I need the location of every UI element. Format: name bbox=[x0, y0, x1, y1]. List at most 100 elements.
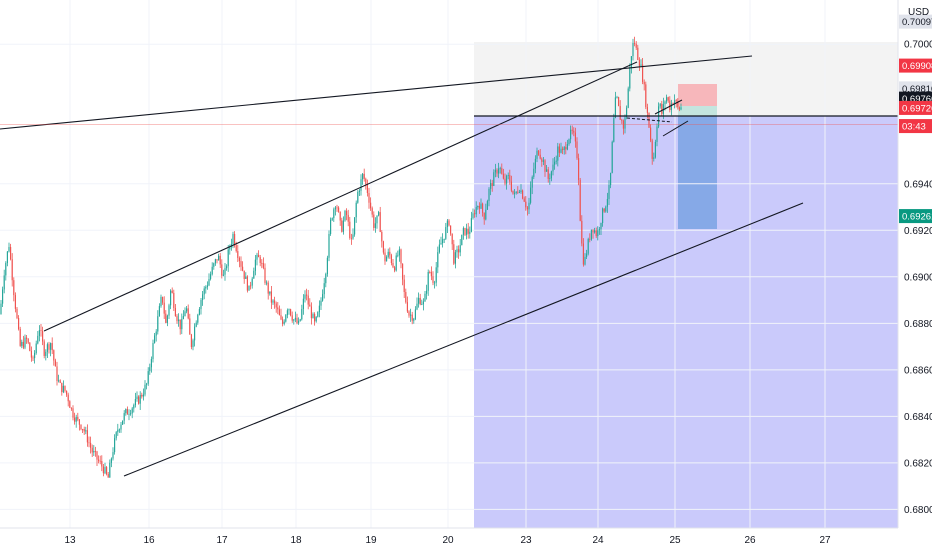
candle-body bbox=[504, 178, 506, 184]
candle-body bbox=[493, 172, 495, 186]
candle-body bbox=[659, 103, 661, 107]
candle-body bbox=[334, 207, 336, 210]
candle-body bbox=[208, 279, 210, 286]
candle-body bbox=[107, 474, 109, 478]
candle-body bbox=[317, 312, 319, 317]
candle-body bbox=[643, 81, 645, 85]
candle-body bbox=[446, 220, 448, 228]
time-axis-background bbox=[0, 528, 932, 550]
candle-body bbox=[419, 297, 421, 305]
candle-body bbox=[126, 409, 128, 415]
drawing-zones bbox=[474, 42, 898, 528]
candle-body bbox=[352, 234, 354, 239]
price-tag bbox=[899, 209, 932, 224]
candle-body bbox=[605, 206, 607, 212]
candle-body bbox=[579, 179, 581, 221]
trendline-drawings[interactable] bbox=[0, 55, 898, 477]
candle-body bbox=[442, 239, 444, 244]
candle-body bbox=[234, 233, 236, 246]
candle-body bbox=[624, 117, 626, 129]
candle-body bbox=[411, 314, 413, 321]
candle-body bbox=[306, 294, 308, 296]
candle-body bbox=[584, 256, 586, 265]
candle-body bbox=[514, 192, 516, 194]
candle-body bbox=[565, 147, 567, 150]
candle-body bbox=[546, 169, 548, 172]
candle-body bbox=[34, 352, 36, 359]
price-tag bbox=[899, 58, 932, 73]
candle-body bbox=[162, 296, 164, 303]
time-tick-label: 19 bbox=[365, 535, 377, 546]
candle-body bbox=[323, 283, 325, 295]
candle-body bbox=[314, 314, 316, 322]
candle-body bbox=[613, 118, 615, 142]
candle-body bbox=[38, 330, 40, 336]
candle-body bbox=[142, 394, 144, 397]
candle-body bbox=[312, 314, 314, 319]
candle-body bbox=[266, 282, 268, 284]
candle-body bbox=[387, 251, 389, 258]
candle-body bbox=[232, 233, 234, 244]
trendline-channel-upper bbox=[43, 61, 638, 332]
candle-body bbox=[146, 383, 148, 385]
candle-body bbox=[589, 238, 591, 240]
candle-body bbox=[677, 101, 679, 108]
take-profit-zone bbox=[678, 116, 717, 229]
candle-body bbox=[3, 275, 5, 290]
candle-body bbox=[26, 337, 28, 339]
candle-body bbox=[384, 252, 386, 262]
time-axis[interactable]: 13 16 17 18 19 20 23 24 25 26 27 bbox=[0, 527, 932, 550]
candle-body bbox=[86, 430, 88, 443]
candle-body bbox=[469, 231, 471, 234]
candle-body bbox=[653, 157, 655, 159]
candle-body bbox=[333, 209, 335, 219]
candle-body bbox=[163, 302, 165, 314]
time-tick-label: 18 bbox=[290, 535, 302, 546]
candle-body bbox=[530, 187, 532, 203]
candle-body bbox=[424, 293, 426, 302]
candle-body bbox=[264, 267, 266, 283]
candle-body bbox=[186, 308, 188, 312]
candle-body bbox=[566, 144, 568, 150]
candle-body bbox=[539, 154, 541, 159]
candle-body bbox=[173, 292, 175, 308]
candle-body bbox=[174, 307, 176, 317]
candle-body bbox=[402, 263, 404, 280]
candle-body bbox=[82, 429, 84, 430]
candle-body bbox=[216, 259, 218, 261]
candle-body bbox=[42, 330, 44, 342]
currency-label[interactable]: USD bbox=[908, 7, 929, 18]
candle-body bbox=[139, 395, 141, 404]
candle-body bbox=[533, 168, 535, 177]
candle-body bbox=[453, 244, 455, 264]
candle-body bbox=[378, 212, 380, 216]
candle-body bbox=[557, 146, 559, 161]
candle-body bbox=[262, 263, 264, 268]
candle-body bbox=[282, 319, 284, 324]
candle-body bbox=[206, 285, 208, 287]
price-tag bbox=[899, 119, 932, 134]
candle-body bbox=[477, 206, 479, 208]
candle-body bbox=[288, 309, 290, 311]
price-tag bbox=[899, 14, 932, 29]
candle-body bbox=[154, 335, 156, 344]
candle-body bbox=[416, 303, 418, 310]
candle-body bbox=[258, 254, 260, 258]
candle-body bbox=[192, 340, 194, 348]
candle-body bbox=[195, 322, 197, 327]
candle-body bbox=[635, 43, 637, 48]
time-tick-label: 16 bbox=[143, 535, 155, 546]
price-tag-label: 03:43 bbox=[902, 122, 926, 133]
candle-body bbox=[430, 272, 432, 277]
candle-body bbox=[16, 308, 18, 319]
grid-lines bbox=[0, 0, 898, 528]
candle-body bbox=[214, 259, 216, 264]
candle-body bbox=[80, 424, 82, 430]
candle-body bbox=[389, 251, 391, 256]
candle-body bbox=[603, 208, 605, 212]
